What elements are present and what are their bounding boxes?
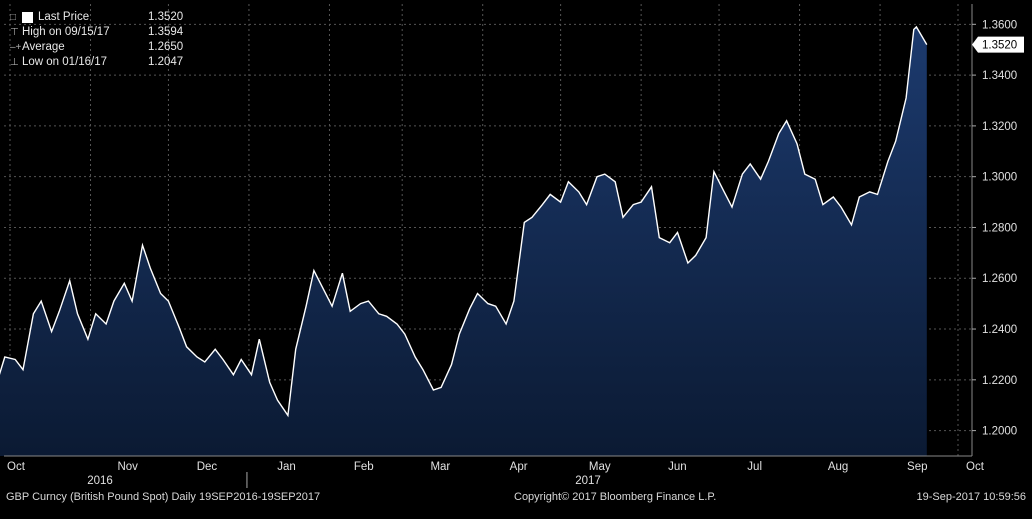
x-tick-label: Jul: [747, 461, 762, 473]
year-label: 2017: [575, 475, 601, 487]
x-tick-label: Feb: [354, 461, 374, 473]
y-tick-label: 1.3200: [982, 121, 1017, 133]
y-tick-label: 1.2200: [982, 375, 1017, 387]
low-marker-icon: ⊥: [10, 57, 19, 68]
year-label: 2016: [87, 475, 113, 487]
legend-value: 1.2047: [148, 56, 184, 68]
price-line: [0, 25, 928, 418]
footer-copyright: Copyright© 2017 Bloomberg Finance L.P.: [514, 491, 717, 503]
y-tick-label: 1.2000: [982, 426, 1017, 438]
y-axis-ticks: 1.2000 1.2200 1.2400 1.2600 1.2800 1.3000 1.32…: [972, 19, 1017, 438]
x-tick-label: Oct: [7, 461, 26, 473]
legend: □ Last Price 1.3520 ⊤ High on 09/15/17 1…: [8, 10, 188, 70]
x-tick-label: Nov: [117, 461, 138, 473]
legend-item-low: ⊥ Low on 01/16/17 1.2047: [8, 55, 188, 70]
average-marker-icon: –+: [10, 42, 22, 53]
legend-label: High on 09/15/17: [22, 26, 110, 38]
x-axis-ticks: Oct Nov Dec Jan Feb Mar Apr May Jun Jul Aug Sep Oct 2…: [7, 461, 985, 488]
legend-label: Average: [22, 41, 65, 53]
y-tick-label: 1.2600: [982, 273, 1017, 285]
x-tick-label: Dec: [197, 461, 218, 473]
last-price-label: 1.3520: [982, 40, 1017, 52]
legend-value: 1.3520: [148, 11, 184, 23]
x-tick-label: Oct: [966, 461, 985, 473]
price-area: [0, 26, 927, 456]
legend-value: 1.3594: [148, 26, 184, 38]
legend-item-high: ⊤ High on 09/15/17 1.3594: [8, 25, 188, 40]
y-tick-label: 1.3600: [982, 19, 1017, 31]
x-tick-label: Aug: [828, 461, 848, 473]
last-price-badge: [972, 36, 1024, 53]
footer: GBP Curncy (British Pound Spot) Daily 19…: [0, 489, 1032, 509]
legend-collapse-icon[interactable]: □: [10, 12, 17, 23]
footer-security-label: GBP Curncy (British Pound Spot) Daily 19…: [6, 491, 321, 503]
legend-item-last-price: □ Last Price 1.3520: [8, 10, 188, 25]
y-tick-label: 1.3400: [982, 70, 1017, 82]
x-tick-label: Sep: [907, 461, 927, 473]
x-tick-label: Apr: [510, 461, 528, 473]
x-tick-label: Jun: [668, 461, 687, 473]
x-tick-label: Jan: [277, 461, 296, 473]
legend-label: Low on 01/16/17: [22, 56, 108, 68]
y-tick-label: 1.3000: [982, 172, 1017, 184]
last-price-swatch-icon: [22, 12, 33, 23]
last-price-tag: 1.3520: [972, 36, 1024, 53]
legend-item-average: –+ Average 1.2650: [8, 40, 188, 55]
footer-timestamp: 19-Sep-2017 10:59:56: [916, 491, 1026, 503]
high-marker-icon: ⊤: [10, 27, 19, 38]
y-tick-label: 1.2400: [982, 324, 1017, 336]
legend-label: Last Price: [38, 11, 90, 23]
y-tick-label: 1.2800: [982, 222, 1017, 234]
legend-value: 1.2650: [148, 41, 184, 53]
x-tick-label: May: [589, 461, 611, 473]
x-tick-label: Mar: [430, 461, 450, 473]
